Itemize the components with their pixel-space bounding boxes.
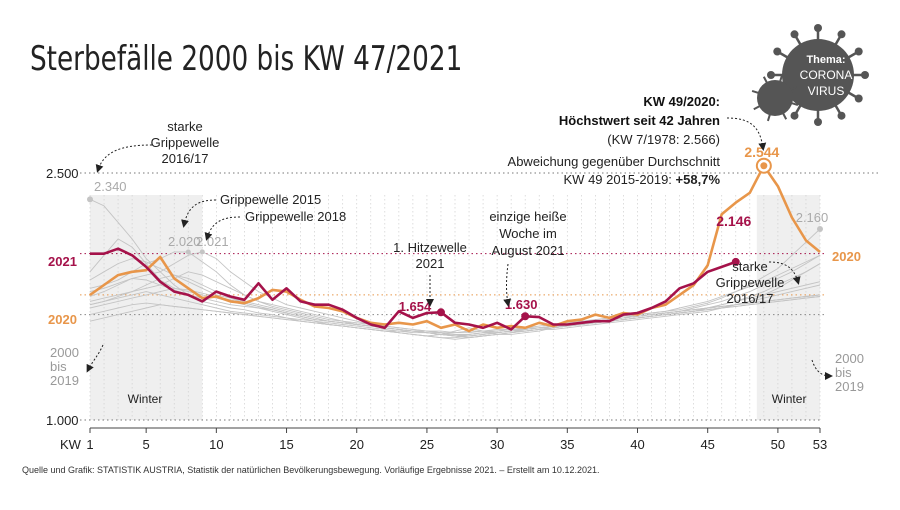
point-2021 [199,249,205,255]
arrow-august [503,263,512,307]
x-tick-label: 1 [86,437,93,452]
annotation-grippe-2016-17-right: Grippewelle [716,275,785,290]
badge-text-thema: Thema: [806,54,845,66]
series-label-2020-right: 2020 [832,249,861,264]
x-tick-label: 50 [771,437,785,452]
point-2340 [87,196,93,203]
x-tick-label: 45 [700,437,714,452]
series-label-hist-right: 2000 [835,351,864,366]
virus-spike-tip [814,24,822,32]
point-2020 [185,249,191,255]
annotation-grippe-2018: Grippewelle 2018 [245,209,346,224]
x-tick-label: 53 [813,437,827,452]
arrow-grippe-2016-17-right [768,261,801,285]
annotation-grippe-2016-17-right: starke [732,259,767,274]
y-tick-label: 2.500 [46,166,79,181]
annotation-hitzewelle: 1. Hitzewelle [393,240,467,255]
data-label-2020: 2.020 [168,234,201,249]
point-1654 [436,308,445,317]
virus-spike-tip [854,47,863,56]
virus-spike-tip [773,47,782,56]
x-tick-label: 40 [630,437,644,452]
virus-spike-tip [837,30,846,39]
series-label-2021-left: 2021 [48,254,77,269]
annotation-grippe-2016-17-right: 2016/17 [727,291,774,306]
x-tick-label: 5 [143,437,150,452]
data-label-2146: 2.146 [716,213,751,229]
data-label-2340: 2.340 [94,179,127,194]
data-label-2544: 2.544 [744,144,779,160]
badge-text-virus: VIRUS [808,84,845,98]
source-note: Quelle und Grafik: STATISTIK AUSTRIA, St… [22,465,599,475]
winter-label-right: Winter [772,392,807,406]
x-tick-label: 15 [279,437,293,452]
winter-band-right [756,195,820,420]
virus-spike-tip [861,71,869,79]
arrow-hist-right [811,359,833,380]
arrow-grippe-2015 [181,199,217,228]
virus-spike-tip [790,111,799,120]
annotation-grippe-2016-17: starke [167,119,202,134]
annotation-kw49-head: KW 49/2020: [643,94,720,109]
virus-spike-tip [790,30,799,39]
winter-label-left: Winter [128,392,163,406]
data-label-1654: 1.654 [399,299,432,314]
point-2160 [817,225,823,232]
annotation-grippe-2016-17: 2016/17 [162,151,209,166]
annotation-deviation-line1: Abweichung gegenüber Durchschnitt [508,154,721,169]
point-1630 [521,312,530,321]
arrow-grippe-2016-17 [95,144,153,173]
x-tick-label: 10 [209,437,223,452]
series-label-2020-left: 2020 [48,312,77,327]
data-label-1630: 1.630 [505,297,538,312]
y-tick-label: 1.000 [46,413,79,428]
virus-small-body [757,80,793,116]
annotation-kw49-bold: Höchstwert seit 42 Jahren [559,113,720,128]
chart-title: Sterbefälle 2000 bis KW 47/2021 [30,40,462,79]
annotation-kw49-sub: (KW 7/1978: 2.566) [607,132,720,147]
x-tick-label: 25 [420,437,434,452]
data-label-2021: 2.021 [196,234,229,249]
series-line-2000-2019 [89,274,821,337]
annotation-hitzewelle: 2021 [416,256,445,271]
virus-spike-tip [837,111,846,120]
series-label-hist-right: 2019 [835,379,864,394]
annotation-deviation-line2: KW 49 2015-2019: +58,7% [564,172,721,187]
series-label-hist-right: bis [835,365,852,380]
annotation-august: August 2021 [491,243,564,258]
virus-spike-tip [814,118,822,126]
x-tick-label: 30 [490,437,504,452]
virus-spike-tip [854,94,863,103]
badge-text-corona: CORONA [800,68,853,82]
annotation-august: Woche im [499,226,557,241]
point-2544 [760,162,768,170]
data-label-2160: 2.160 [796,210,829,225]
annotation-grippe-2016-17: Grippewelle [151,135,220,150]
virus-spike-tip [767,71,775,79]
arrow-kw49 [726,117,767,151]
series-label-hist-left: bis [50,359,67,374]
series-label-hist-left: 2019 [50,373,79,388]
point-2146 [731,257,740,266]
x-axis-label: KW [60,437,82,452]
annotation-grippe-2015: Grippewelle 2015 [220,192,321,207]
series-label-hist-left: 2000 [50,345,79,360]
x-tick-label: 35 [560,437,574,452]
annotation-august: einzige heiße [489,209,566,224]
x-tick-label: 20 [349,437,363,452]
virus-body [782,39,854,111]
series-line-2021 [90,247,737,331]
virus-badge-icon: Thema: CORONA VIRUS [751,24,869,126]
